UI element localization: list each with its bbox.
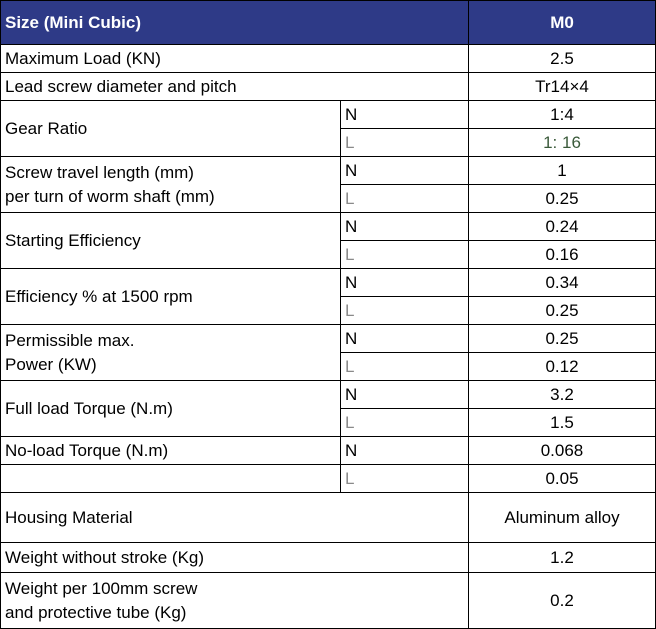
lead-screw-label: Lead screw diameter and pitch <box>0 72 469 101</box>
power-label: Permissible max. Power (KW) <box>0 324 341 381</box>
table-row: L 0.12 <box>1 352 656 381</box>
noload-torque-n-value: 0.068 <box>468 436 656 465</box>
full-torque-n-value: 3.2 <box>468 380 656 409</box>
gear-ratio-label: Gear Ratio <box>0 100 341 157</box>
noload-torque-label: No-load Torque (N.m) <box>0 436 341 465</box>
efficiency-l-value: 0.25 <box>468 296 656 325</box>
size-header: Size (Mini Cubic) <box>0 0 469 45</box>
table-row: L 0.16 <box>1 240 656 269</box>
starting-eff-n: N <box>340 212 469 241</box>
noload-torque-n: N <box>340 436 469 465</box>
power-label-line1: Permissible max. <box>5 330 135 350</box>
efficiency-n-value: 0.34 <box>468 268 656 297</box>
efficiency-label: Efficiency % at 1500 rpm <box>0 268 341 325</box>
power-n: N <box>340 324 469 353</box>
full-torque-label: Full load Torque (N.m) <box>0 380 341 437</box>
model-header: M0 <box>468 0 656 45</box>
efficiency-n: N <box>340 268 469 297</box>
table-row: Permissible max. Power (KW) N 0.25 <box>0 324 656 381</box>
travel-l: L <box>340 184 469 213</box>
travel-n: N <box>340 156 469 185</box>
starting-eff-l: L <box>340 240 469 269</box>
starting-eff-n-value: 0.24 <box>468 212 656 241</box>
table-row: L 1.5 <box>1 408 656 437</box>
gear-ratio-n-value: 1:4 <box>468 100 656 129</box>
housing-label: Housing Material <box>0 492 469 543</box>
power-n-value: 0.25 <box>468 324 656 353</box>
table-row: L 0.05 <box>0 464 656 493</box>
weight-label: Weight without stroke (Kg) <box>0 542 469 573</box>
table-row: Screw travel length (mm) per turn of wor… <box>0 156 656 213</box>
table-row: L 0.25 <box>1 184 656 213</box>
gear-ratio-l-value: 1: 16 <box>468 128 656 157</box>
power-label-line2: Power (KW) <box>5 354 97 374</box>
table-row: L 0.25 <box>1 296 656 325</box>
housing-value: Aluminum alloy <box>468 492 656 543</box>
table-row: Gear Ratio N 1:4 <box>0 100 656 157</box>
travel-label-line1: Screw travel length (mm) <box>5 162 194 182</box>
full-torque-l: L <box>340 408 469 437</box>
full-torque-l-value: 1.5 <box>468 408 656 437</box>
noload-torque-empty <box>0 464 341 493</box>
noload-torque-l: L <box>340 464 469 493</box>
efficiency-l: L <box>340 296 469 325</box>
weight-value: 1.2 <box>468 542 656 573</box>
table-row: Weight per 100mm screw and protective tu… <box>0 572 656 629</box>
max-load-value: 2.5 <box>468 44 656 73</box>
gear-ratio-l: L <box>340 128 469 157</box>
table-row: Maximum Load (KN) 2.5 <box>0 44 656 73</box>
weight-tube-label: Weight per 100mm screw and protective tu… <box>0 572 469 629</box>
table-row: Efficiency % at 1500 rpm N 0.34 <box>0 268 656 325</box>
weight-tube-value: 0.2 <box>468 572 656 629</box>
table-row: No-load Torque (N.m) N 0.068 <box>0 436 656 465</box>
travel-label-line2: per turn of worm shaft (mm) <box>5 186 215 206</box>
table-row: Weight without stroke (Kg) 1.2 <box>0 542 656 573</box>
gear-ratio-n: N <box>340 100 469 129</box>
table-row: Starting Efficiency N 0.24 <box>0 212 656 269</box>
travel-l-value: 0.25 <box>468 184 656 213</box>
table-row: Housing Material Aluminum alloy <box>0 492 656 543</box>
travel-n-value: 1 <box>468 156 656 185</box>
full-torque-n: N <box>340 380 469 409</box>
table-row: Full load Torque (N.m) N 3.2 <box>0 380 656 437</box>
lead-screw-value: Tr14×4 <box>468 72 656 101</box>
travel-label: Screw travel length (mm) per turn of wor… <box>0 156 341 213</box>
noload-torque-l-value: 0.05 <box>468 464 656 493</box>
power-l: L <box>340 352 469 381</box>
starting-eff-l-value: 0.16 <box>468 240 656 269</box>
starting-eff-label: Starting Efficiency <box>0 212 341 269</box>
power-l-value: 0.12 <box>468 352 656 381</box>
table-row: Lead screw diameter and pitch Tr14×4 <box>0 72 656 101</box>
weight-tube-label-line1: Weight per 100mm screw <box>5 578 198 598</box>
weight-tube-label-line2: and protective tube (Kg) <box>5 602 187 622</box>
header-row: Size (Mini Cubic) M0 <box>0 0 656 45</box>
max-load-label: Maximum Load (KN) <box>0 44 469 73</box>
